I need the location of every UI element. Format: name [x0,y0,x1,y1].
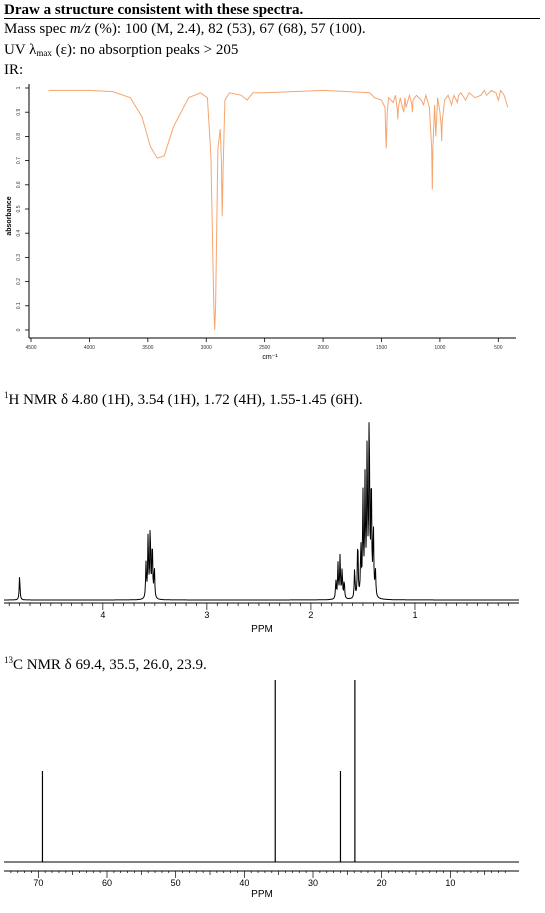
ir-y-tick-label: 0.7 [16,157,22,164]
ir-label: IR: [4,62,24,78]
c-nmr-values: C NMR δ 69.4, 35.5, 26.0, 23.9. [13,657,207,673]
h-nmr-title: 1H NMR δ 4.80 (1H), 3.54 (1H), 1.72 (4H)… [4,390,363,409]
title-divider [4,18,540,19]
ir-x-tick-label: 2000 [318,345,329,351]
ir-spectrum-chart: 4500 4000 3500 3000 2500 2000 1500 1000 500 0 0.1 0… [6,84,516,361]
mass-spec-mz: m/z [69,21,91,37]
ir-spectrum-curve [48,89,509,331]
ir-x-tick-label: 500 [494,345,503,351]
ir-x-tick-label: 3500 [142,345,153,351]
ir-x-tick-label: 1000 [434,345,445,351]
uv-max-subscript: max [36,48,52,58]
ir-x-tick-label: 2500 [259,345,270,351]
mass-spec-prefix: Mass spec [4,21,70,37]
ir-axes: 4500 4000 3500 3000 2500 2000 1500 1000 500 0 0.1 0… [16,84,516,351]
c-nmr-title: 13C NMR δ 69.4, 35.5, 26.0, 23.9. [4,655,207,674]
uv-line: UV λmax (ε): no absorption peaks > 205 [4,42,238,59]
h-nmr-x-tick-label: 2 [308,610,313,620]
ir-y-tick-label: 1 [16,86,22,89]
c-nmr-chart: 70 60 50 40 30 20 10 PPM [4,680,519,900]
c-nmr-x-tick-label: 70 [33,878,43,888]
h-nmr-x-tick-label: 3 [204,610,209,620]
ir-x-tick-label: 1500 [376,345,387,351]
ir-y-tick-label: 0.4 [16,230,22,237]
h-nmr-x-tick-label: 1 [412,610,417,620]
uv-prefix: UV λ [4,42,37,58]
ir-y-tick-label: 0.5 [16,205,22,212]
h-nmr-values: H NMR δ 4.80 (1H), 3.54 (1H), 1.72 (4H),… [8,392,363,408]
h-nmr-x-axis-label: PPM [251,624,273,635]
ir-y-tick-label: 0.8 [16,133,22,140]
h-nmr-isotope: 1 [4,390,9,400]
ir-x-tick-label: 4500 [25,345,36,351]
c-nmr-peaks [41,680,356,862]
c-nmr-x-axis-label: PPM [251,889,273,900]
mass-spec-line: Mass spec m/z (%): 100 (M, 2.4), 82 (53)… [4,21,366,38]
ir-x-tick-label: 4000 [84,345,95,351]
ir-y-tick-label: 0.2 [16,278,22,285]
ir-y-axis-label: absorbance [6,196,13,235]
ir-y-tick-label: 0.1 [16,302,22,309]
ir-x-axis-label: cm⁻¹ [262,354,278,361]
uv-values: (ε): no absorption peaks > 205 [51,42,239,58]
c-nmr-x-tick-label: 60 [102,878,112,888]
c-nmr-x-tick-label: 50 [171,878,181,888]
mass-spec-values: (%): 100 (M, 2.4), 82 (53), 67 (68), 57 … [90,21,366,37]
ir-y-tick-label: 0.6 [16,181,22,188]
h-nmr-spectrum-curve [4,422,519,601]
h-nmr-axes: 4 3 2 1 [4,602,519,620]
c-nmr-x-tick-label: 40 [239,878,249,888]
c-nmr-x-tick-label: 10 [445,878,455,888]
c-nmr-x-tick-label: 30 [308,878,318,888]
c-nmr-x-tick-label: 20 [377,878,387,888]
h-nmr-chart: 4 3 2 1 PPM [4,422,519,635]
c-nmr-axes: 70 60 50 40 30 20 10 [4,861,519,888]
ir-y-tick-label: 0 [16,328,22,331]
c-nmr-isotope: 13 [4,655,13,665]
ir-x-tick-label: 3000 [201,345,212,351]
page-title: Draw a structure consistent with these s… [4,2,304,18]
ir-y-tick-label: 0.9 [16,109,22,116]
h-nmr-x-tick-label: 4 [100,610,105,620]
ir-y-tick-label: 0.3 [16,254,22,261]
